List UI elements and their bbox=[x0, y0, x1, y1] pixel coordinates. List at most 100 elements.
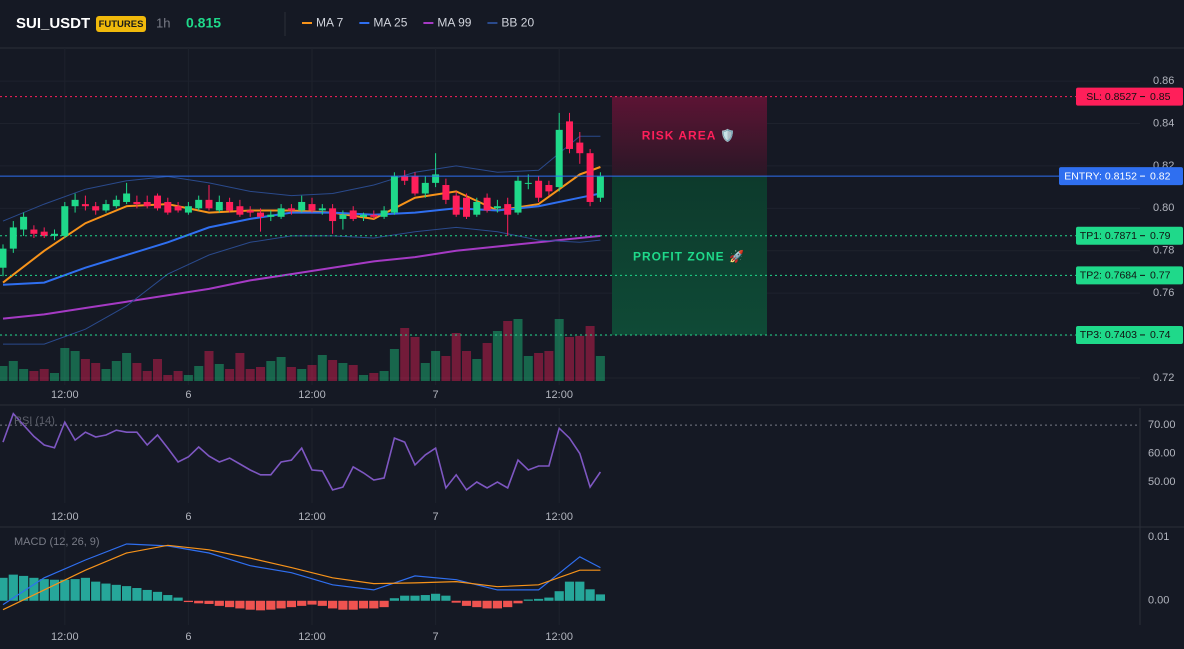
histogram-bar bbox=[19, 575, 29, 601]
histogram-bar bbox=[286, 600, 296, 608]
y-tick-label: 0.72 bbox=[1153, 372, 1174, 384]
candle-body bbox=[164, 201, 172, 213]
volume-bar bbox=[472, 359, 482, 381]
legend-label: MA 7 bbox=[316, 16, 344, 30]
volume-bar bbox=[39, 369, 49, 381]
histogram-bar bbox=[307, 600, 317, 605]
volume-bar bbox=[29, 371, 39, 381]
candle-body bbox=[133, 201, 141, 205]
candle-body bbox=[81, 204, 89, 207]
interval: 1h bbox=[156, 15, 170, 30]
histogram-bar bbox=[379, 600, 389, 608]
x-tick-label: 12:00 bbox=[545, 631, 573, 643]
candle-body bbox=[596, 176, 604, 198]
volume-bar bbox=[256, 367, 265, 381]
histogram-bar bbox=[152, 591, 163, 601]
histogram-bar bbox=[595, 594, 605, 601]
candle-body bbox=[277, 208, 285, 217]
histogram-bar bbox=[245, 600, 255, 610]
y-tick-label: 70.00 bbox=[1148, 419, 1176, 431]
candle-body bbox=[226, 201, 234, 211]
level-label: SL: 0.8527 bbox=[1086, 91, 1137, 103]
histogram-bar bbox=[101, 583, 111, 601]
histogram-bar bbox=[297, 600, 307, 606]
histogram-bar bbox=[585, 589, 595, 601]
histogram-bar bbox=[431, 593, 441, 601]
candle-body bbox=[20, 216, 28, 230]
x-tick-label: 12:00 bbox=[51, 631, 79, 643]
y-tick-label: 50.00 bbox=[1148, 476, 1176, 488]
x-tick-label: 12:00 bbox=[298, 511, 326, 523]
y-tick-label: 0.80 bbox=[1153, 202, 1174, 214]
histogram-bar bbox=[91, 581, 101, 601]
histogram-bar bbox=[503, 600, 513, 608]
volume-bar bbox=[225, 369, 235, 381]
x-tick-label: 12:00 bbox=[545, 511, 573, 523]
x-tick-label: 6 bbox=[185, 389, 191, 401]
histogram-bar bbox=[111, 584, 121, 601]
y-tick-label: 0.76 bbox=[1153, 287, 1174, 299]
panel-title: MACD (12, 26, 9) bbox=[14, 536, 100, 548]
panel-title: RSI (14) bbox=[14, 415, 55, 427]
volume-bar bbox=[307, 365, 317, 381]
histogram-bar bbox=[348, 600, 358, 610]
volume-bar bbox=[142, 371, 152, 381]
histogram-bar bbox=[0, 577, 8, 601]
candle-body bbox=[174, 206, 182, 211]
candle-body bbox=[576, 142, 584, 154]
volume-bar bbox=[482, 343, 492, 381]
bb-upper bbox=[2, 135, 601, 222]
volume-bar bbox=[80, 359, 90, 381]
candle-body bbox=[112, 199, 120, 207]
level-label: TP2: 0.7684 bbox=[1080, 270, 1137, 282]
candle-body bbox=[92, 206, 100, 211]
macd-line bbox=[2, 544, 601, 611]
candle-body bbox=[71, 199, 79, 207]
y-tick-label: 0.01 bbox=[1148, 531, 1169, 543]
level-tag bbox=[1076, 226, 1183, 245]
candle-body bbox=[411, 176, 419, 194]
zone-label: PROFIT ZONE 🚀 bbox=[633, 249, 745, 263]
volume-bar bbox=[534, 353, 544, 381]
candle-body bbox=[287, 208, 295, 211]
x-tick-label: 7 bbox=[433, 631, 439, 643]
candle-body bbox=[463, 197, 470, 217]
volume-bar bbox=[19, 369, 29, 381]
histogram-bar bbox=[163, 595, 173, 601]
volume-bar bbox=[338, 363, 348, 381]
histogram-bar bbox=[317, 600, 327, 606]
histogram-bar bbox=[49, 579, 60, 601]
candle-body bbox=[535, 180, 543, 198]
candle-body bbox=[298, 201, 306, 211]
volume-bar bbox=[91, 363, 101, 381]
histogram-bar bbox=[328, 600, 338, 609]
volume-bar bbox=[523, 356, 533, 381]
volume-bar bbox=[369, 373, 379, 381]
candle-body bbox=[493, 206, 501, 209]
level-axis-label: 0.85 bbox=[1150, 91, 1171, 103]
x-tick-label: 12:00 bbox=[51, 511, 79, 523]
volume-bar bbox=[204, 351, 214, 381]
candle-body bbox=[51, 233, 58, 236]
histogram-bar bbox=[482, 600, 492, 609]
macd-line bbox=[2, 543, 601, 606]
candle-body bbox=[123, 193, 131, 202]
volume-bar bbox=[585, 326, 595, 381]
volume-bar bbox=[0, 366, 8, 381]
y-tick-label: 0.86 bbox=[1153, 75, 1174, 87]
volume-bar bbox=[276, 357, 286, 381]
histogram-bar bbox=[70, 579, 80, 601]
histogram-bar bbox=[235, 600, 245, 609]
volume-bar bbox=[441, 356, 451, 381]
volume-bar bbox=[235, 353, 245, 381]
zone bbox=[612, 96, 767, 177]
volume-bar bbox=[420, 363, 430, 381]
x-tick-label: 6 bbox=[185, 511, 191, 523]
level-label: ENTRY: 0.8152 bbox=[1064, 170, 1137, 182]
candle-body bbox=[154, 195, 161, 209]
x-tick-label: 12:00 bbox=[545, 389, 573, 401]
last-price: 0.815 bbox=[186, 15, 221, 31]
candle-body bbox=[524, 182, 532, 184]
volume-bar bbox=[183, 375, 193, 381]
